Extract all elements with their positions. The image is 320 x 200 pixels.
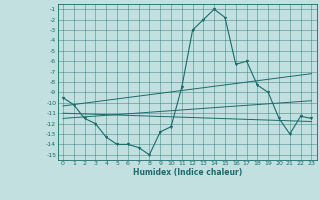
X-axis label: Humidex (Indice chaleur): Humidex (Indice chaleur) [132, 168, 242, 177]
